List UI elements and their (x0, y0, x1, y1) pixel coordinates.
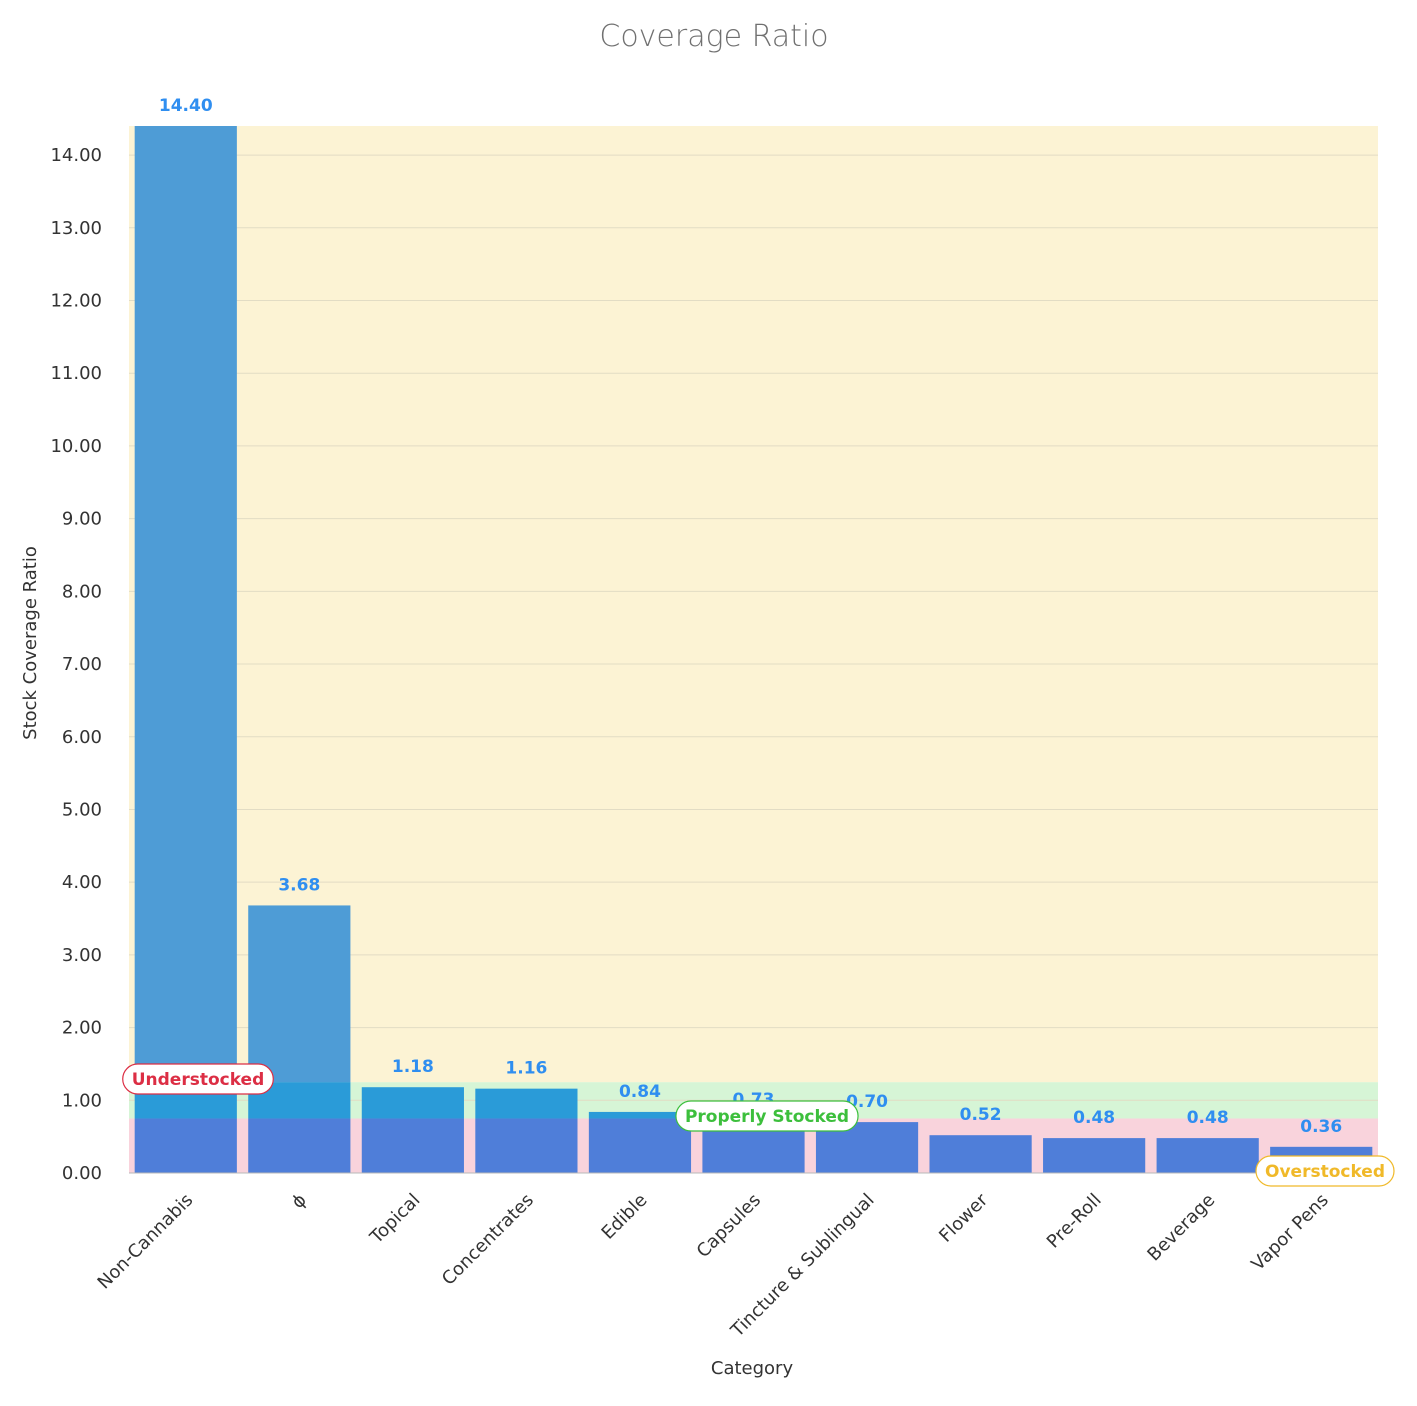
bar-0 (134, 1118, 237, 1173)
x-tick-label: Non-Cannabis (94, 1190, 198, 1294)
y-axis-title: Stock Coverage Ratio (20, 546, 41, 740)
bar-4 (588, 1111, 692, 1119)
badge-overstocked: Overstocked (1255, 1155, 1395, 1187)
y-tick-label: 7.00 (62, 654, 102, 675)
data-label: 1.18 (392, 1057, 434, 1077)
data-label: 14.40 (159, 96, 213, 116)
data-label: 0.36 (1300, 1117, 1342, 1137)
bar-3 (475, 1118, 578, 1173)
y-tick-label: 3.00 (62, 945, 102, 966)
x-tick-label: Concentrates (438, 1190, 538, 1290)
badge-label: Properly Stocked (685, 1107, 849, 1127)
y-tick-label: 2.00 (62, 1018, 102, 1039)
bars (134, 126, 1373, 1173)
badge-box (1255, 1155, 1395, 1187)
badge-label: Understocked (132, 1070, 265, 1090)
y-tick-label: 0.00 (62, 1163, 102, 1184)
badge-properly-stocked: Properly Stocked (675, 1100, 859, 1132)
y-tick-label: 12.00 (50, 291, 102, 312)
bar-0 (134, 126, 237, 1083)
bar-3 (475, 1088, 578, 1119)
x-axis: Non-Cannabis ϕ Topical Concentrates Edible Ca… (94, 1172, 1378, 1342)
data-label: 3.68 (278, 875, 320, 895)
y-tick-label: 14.00 (50, 145, 102, 166)
x-tick-label: Topical (365, 1190, 424, 1249)
bar-8 (1043, 1138, 1146, 1173)
x-tick-label: Vapor Pens (1247, 1190, 1332, 1275)
bar-1 (248, 905, 351, 1083)
y-tick-label: 6.00 (62, 727, 102, 748)
x-tick-label: Capsules (693, 1190, 765, 1262)
data-label: 1.16 (505, 1059, 547, 1079)
bar-7 (929, 1135, 1032, 1173)
x-tick-label: Pre-Roll (1043, 1190, 1106, 1253)
y-tick-label: 13.00 (50, 218, 102, 239)
x-tick-label: Beverage (1143, 1190, 1219, 1266)
data-label: 0.52 (960, 1105, 1002, 1125)
y-tick-label: 5.00 (62, 799, 102, 820)
chart-title: Coverage Ratio (599, 19, 828, 54)
badge-understocked: Understocked (122, 1063, 274, 1095)
bar-4 (588, 1118, 692, 1173)
x-tick-label: Flower (935, 1189, 992, 1246)
data-labels: 14.403.681.18 1.160.84 0.73 0.700.52 0.48 0.4… (159, 96, 1342, 1137)
y-tick-label: 4.00 (62, 872, 102, 893)
y-tick-label: 11.00 (50, 363, 102, 384)
badge-label: Overstocked (1265, 1162, 1385, 1182)
data-label: 0.70 (846, 1092, 888, 1112)
y-axis: 0.00 1.00 2.00 3.00 4.00 5.00 6.00 7.00 8.00 9.00… (50, 145, 102, 1184)
x-axis-title: Category (711, 1358, 794, 1379)
data-label: 0.48 (1073, 1108, 1115, 1128)
band-badges: Overstocked Properly Stocked Understocked (122, 1063, 1395, 1187)
y-tick-label: 9.00 (62, 509, 102, 530)
bar-9 (1156, 1138, 1259, 1173)
x-tick-label: Edible (598, 1190, 652, 1244)
x-tick-label: ϕ (288, 1190, 311, 1213)
badge-box (675, 1100, 859, 1132)
bar-2 (361, 1087, 464, 1119)
badge-box (122, 1063, 274, 1095)
data-label: 0.84 (619, 1082, 661, 1102)
bar-1 (248, 1118, 351, 1173)
data-label: 0.48 (1187, 1108, 1229, 1128)
y-tick-label: 8.00 (62, 581, 102, 602)
y-tick-label: 10.00 (50, 436, 102, 457)
bar-2 (361, 1118, 464, 1173)
y-tick-label: 1.00 (62, 1090, 102, 1111)
